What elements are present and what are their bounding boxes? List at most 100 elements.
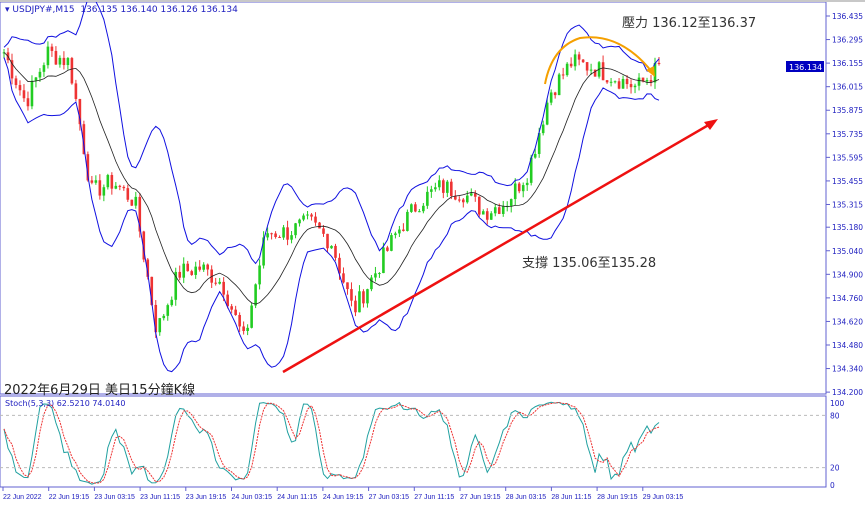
- candle-body: [86, 154, 90, 181]
- price-tick-label: 136.015: [832, 83, 863, 92]
- axes: 136.435 136.295 136.155 136.015 135.875 135.7…: [0, 12, 863, 501]
- candle-body: [326, 233, 329, 249]
- candle-body: [473, 193, 477, 197]
- candle-body: [242, 326, 245, 332]
- candle-body: [110, 175, 114, 189]
- candle-body: [481, 211, 485, 215]
- candle-body: [138, 196, 142, 232]
- candle-body: [218, 281, 221, 284]
- candle-body: [226, 294, 229, 307]
- candle-body: [513, 183, 517, 200]
- candle-body: [410, 204, 413, 212]
- current-price-box: [786, 61, 824, 72]
- candle-body: [310, 214, 313, 217]
- candle-body: [230, 306, 233, 310]
- candle-body: [398, 229, 401, 234]
- time-tick-label: 29 Jun 03:15: [643, 494, 684, 501]
- candle-body: [74, 83, 78, 99]
- stochastic-lines: [3, 401, 660, 485]
- candle-body: [386, 247, 389, 251]
- main-panel-frame: [0, 2, 827, 395]
- candle-body: [170, 299, 174, 306]
- symbol-header: ▾ USDJPY#,M15 136.135 136.140 136.126 13…: [5, 5, 238, 15]
- candle-body: [266, 233, 269, 238]
- candle-body: [306, 214, 309, 216]
- time-tick-label: 23 Jun 19:15: [186, 494, 227, 501]
- candle-body: [314, 216, 317, 223]
- candle-body: [102, 187, 106, 196]
- candle-body: [438, 180, 441, 188]
- candle-body: [50, 46, 54, 51]
- ohlc-values: 136.135 136.140 136.126 136.134: [80, 5, 238, 15]
- candle-body: [122, 186, 126, 189]
- candle-body: [509, 199, 513, 206]
- price-tick-label: 135.180: [832, 223, 863, 232]
- time-tick-label: 27 Jun 03:15: [369, 494, 410, 501]
- candle-body: [366, 289, 369, 304]
- candle-body: [406, 211, 409, 231]
- candle-body: [605, 80, 609, 83]
- candle-body: [22, 90, 26, 99]
- candle-body: [545, 102, 549, 125]
- stoch-level-label: 80: [830, 411, 840, 420]
- candle-body: [234, 309, 237, 315]
- candle-body: [418, 211, 421, 213]
- candle-body: [617, 81, 621, 89]
- candle-body: [118, 185, 122, 187]
- candle-body: [529, 157, 533, 183]
- arc-arrow-head: [646, 66, 655, 77]
- candle-body: [581, 59, 585, 63]
- candle-body: [274, 233, 277, 238]
- price-tick-label: 134.480: [832, 341, 863, 350]
- candle-body: [477, 196, 481, 215]
- stoch-level-label: 0: [830, 481, 835, 490]
- candle-body: [553, 92, 557, 96]
- time-tick-label: 28 Jun 19:15: [597, 494, 638, 501]
- candle-body: [585, 62, 589, 71]
- candle-body: [254, 284, 257, 306]
- candle-body: [146, 259, 150, 277]
- symbol: USDJPY#,M15: [12, 5, 75, 15]
- candle-body: [461, 199, 465, 203]
- candle-body: [637, 77, 641, 86]
- candle-body: [434, 187, 437, 190]
- candle-body: [334, 245, 337, 258]
- price-tick-label: 134.340: [832, 365, 863, 374]
- candle-body: [238, 314, 241, 327]
- candle-body: [142, 231, 146, 260]
- candle-body: [90, 180, 94, 183]
- candle-body: [82, 124, 86, 155]
- candle-body: [446, 181, 449, 193]
- candle-body: [450, 181, 453, 196]
- candle-body: [58, 57, 62, 65]
- stoch-main-line: [3, 401, 660, 485]
- candle-body: [561, 74, 565, 76]
- candle-body: [645, 79, 649, 82]
- candle-body: [430, 189, 433, 192]
- time-tick-label: 22 Jun 2022: [3, 494, 42, 501]
- candle-body: [621, 78, 625, 89]
- candle-body: [465, 195, 469, 203]
- candle-body: [206, 264, 209, 270]
- candle-body: [282, 227, 285, 238]
- candle-body: [485, 211, 489, 220]
- candle-body: [653, 62, 657, 83]
- candle-body: [489, 213, 493, 220]
- candle-body: [342, 273, 345, 283]
- candle-body: [114, 185, 118, 189]
- candle-body: [573, 54, 577, 67]
- candle-body: [290, 235, 293, 240]
- candle-body: [589, 69, 593, 71]
- candle-body: [601, 62, 605, 81]
- candle-body: [154, 304, 158, 333]
- current-price-label: 136.134: [789, 63, 822, 72]
- candle-body: [426, 191, 429, 206]
- time-tick-label: 24 Jun 03:15: [232, 494, 273, 501]
- candle-body: [182, 263, 186, 278]
- price-tick-label: 135.315: [832, 200, 863, 209]
- candle-body: [346, 282, 349, 290]
- candle-body: [458, 199, 461, 201]
- candle-body: [214, 282, 217, 284]
- candle-body: [469, 193, 473, 196]
